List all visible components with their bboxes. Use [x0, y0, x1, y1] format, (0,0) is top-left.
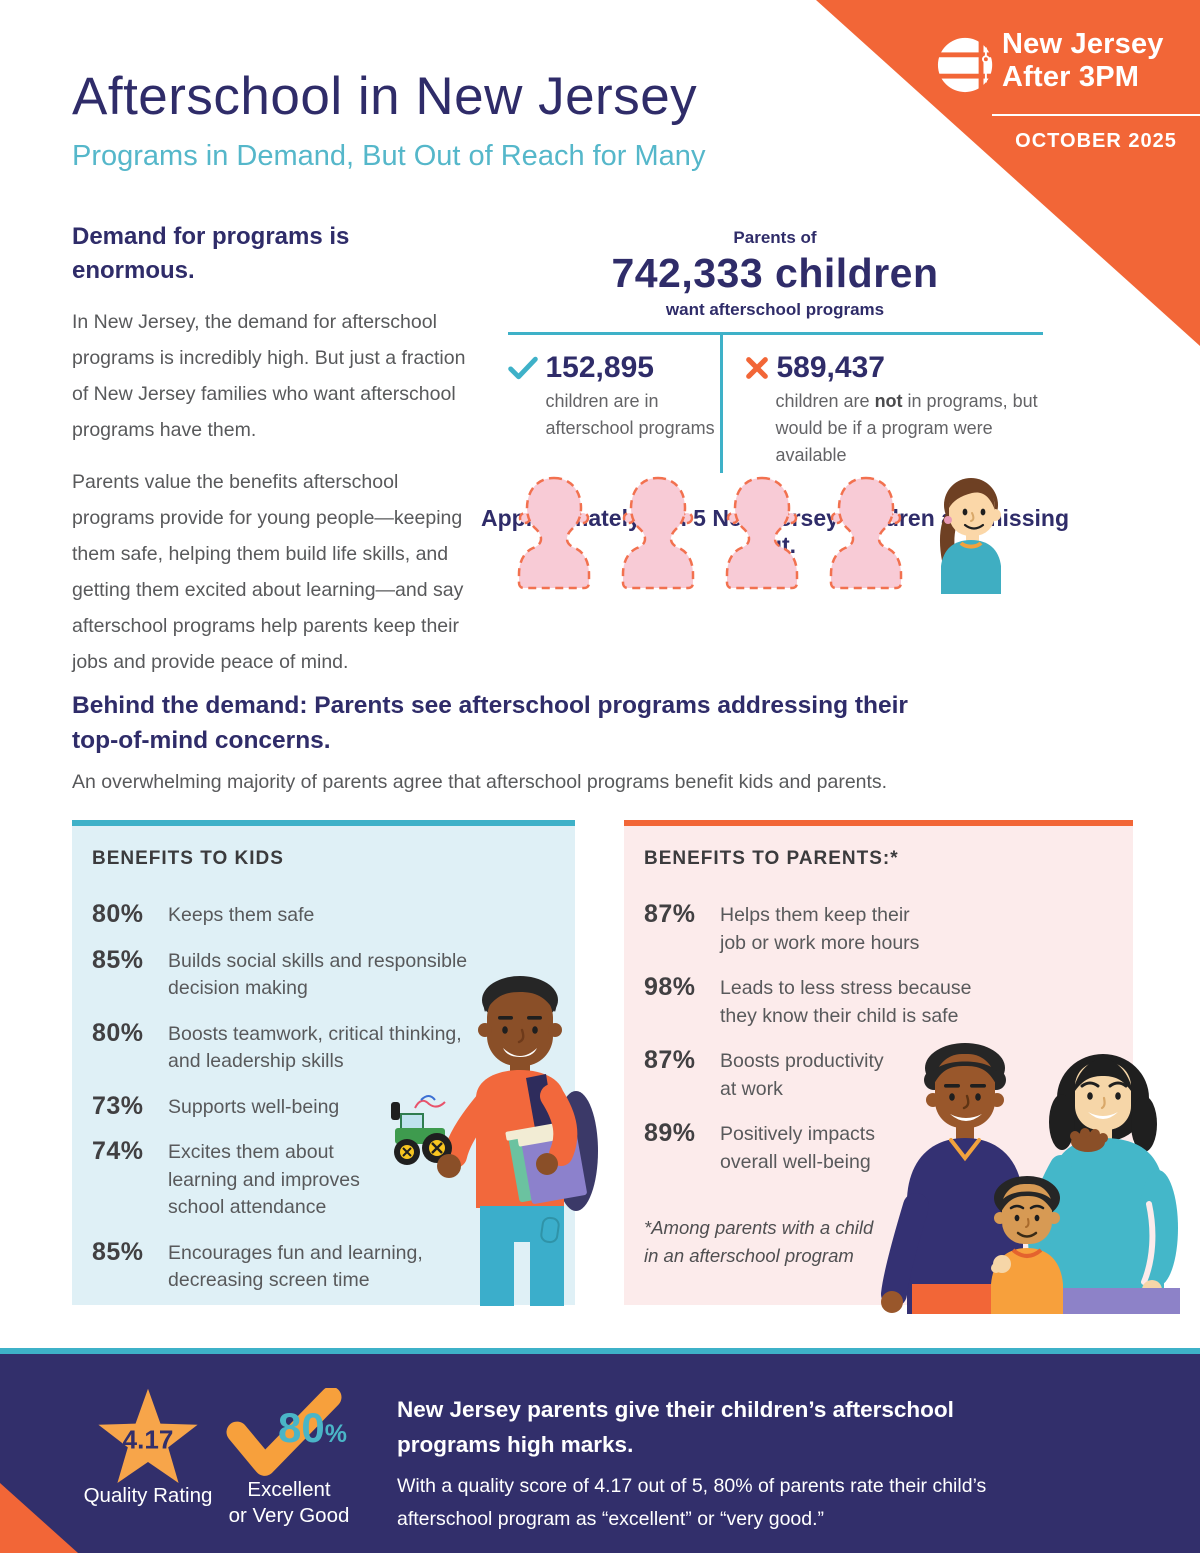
demand-heading: Demand for programs is enormous. — [72, 223, 350, 284]
page-title: Afterschool in New Jersey — [72, 67, 698, 126]
excellent-label-line1: Excellent — [247, 1478, 331, 1501]
parents-benefit-list: 87% Helps them keep their job or work mo… — [644, 900, 1113, 1176]
benefit-label: Positively impacts overall well-being — [720, 1123, 875, 1173]
stats-divider-horizontal — [507, 332, 1043, 335]
quality-score: 4.17 — [123, 1425, 174, 1455]
stat-in-programs: 152,895 children are in afterschool prog… — [507, 335, 720, 473]
stat-value: 589,437 — [776, 351, 885, 384]
stats-pre-text: Parents of — [733, 228, 817, 247]
benefit-label: Keeps them safe — [168, 904, 315, 926]
demand-section: Demand for programs is enormous. In New … — [72, 220, 474, 680]
logo-text: New Jersey After 3PM — [1002, 28, 1164, 94]
nj-after3pm-logo-icon — [936, 37, 998, 93]
benefit-item: 87% Helps them keep their job or work mo… — [644, 900, 1113, 957]
logo-divider — [992, 114, 1200, 116]
excellent-rating-figure: 80% — [224, 1388, 374, 1480]
benefit-percent: 80% — [92, 1018, 144, 1047]
excellent-label-line2: or Very Good — [228, 1504, 350, 1527]
logo-line1: New Jersey — [1002, 28, 1164, 60]
benefit-item: 85% Builds social skills and responsible… — [92, 946, 555, 1003]
benefit-item: 80% Boosts teamwork, critical thinking, … — [92, 1019, 555, 1076]
logo-block: New Jersey After 3PM OCTOBER 2025 — [936, 28, 1200, 153]
stats-post-text: want afterschool programs — [665, 300, 885, 319]
behind-subtext: An overwhelming majority of parents agre… — [72, 771, 888, 793]
dashed-child-silhouette-icon — [725, 476, 799, 590]
benefit-percent: 98% — [644, 973, 696, 1001]
excellent-percent-value: 80 — [278, 1404, 325, 1451]
stat-not-in-programs: 589,437 children are not in programs, bu… — [719, 335, 1043, 473]
parents-card-footnote: *Among parents with a child in an afters… — [644, 1217, 874, 1266]
benefit-label: Builds social skills and responsible dec… — [168, 949, 468, 1000]
benefit-label: Leads to less stress because they know t… — [720, 977, 972, 1027]
quality-rating-label: Quality Rating — [83, 1484, 213, 1507]
benefit-percent: 87% — [644, 1046, 696, 1074]
benefit-label: Excites them about learning and improves… — [168, 1141, 360, 1218]
stat-number-row: 152,895 — [507, 351, 720, 385]
footer-heading: New Jersey parents give their children’s… — [397, 1397, 954, 1457]
caption-bold: not — [874, 391, 903, 411]
benefit-item: 73% Supports well-being — [92, 1092, 555, 1122]
excellent-percent: 80% — [278, 1404, 347, 1452]
behind-demand-section: Behind the demand: Parents see afterscho… — [72, 688, 992, 794]
benefit-item: 87% Boosts productivity at work — [644, 1046, 1113, 1103]
benefit-label: Supports well-being — [168, 1095, 340, 1118]
dashed-child-silhouette-icon — [621, 476, 695, 590]
benefit-label: Boosts productivity at work — [720, 1050, 884, 1100]
benefit-label: Encourages fun and learning, decreasing … — [168, 1241, 423, 1292]
benefit-percent: 73% — [92, 1091, 144, 1120]
benefit-item: 80% Keeps them safe — [92, 900, 555, 930]
logo-line2: After 3PM — [1002, 61, 1140, 93]
stat-caption: children are in afterschool programs — [545, 391, 715, 438]
family-illustration — [881, 1043, 1180, 1314]
boy-with-books-and-robot-illustration — [391, 976, 598, 1306]
benefit-label: Boosts teamwork, critical thinking, and … — [168, 1022, 462, 1073]
girl-illustration — [939, 478, 1001, 594]
caption-prefix: children are — [775, 391, 875, 411]
caption-suffix: in programs, but would be if a program w… — [775, 391, 1038, 465]
four-in-five-figure — [512, 472, 1012, 596]
footer-band — [0, 1354, 1200, 1553]
benefit-percent: 74% — [92, 1137, 144, 1165]
dashed-child-silhouette-icon — [517, 476, 591, 590]
excellent-rating-label: Excellent or Very Good — [214, 1477, 364, 1529]
stat-caption: children are not in programs, but would … — [745, 388, 1043, 469]
benefit-percent: 89% — [644, 1119, 696, 1147]
benefit-percent: 87% — [644, 900, 696, 928]
checkmark-icon — [507, 356, 538, 380]
footer-text-block: New Jersey parents give their children’s… — [397, 1392, 1097, 1536]
issue-date: OCTOBER 2025 — [1015, 130, 1177, 152]
quality-rating-star: 4.17 — [98, 1388, 198, 1483]
checkmark-icon — [226, 1388, 342, 1476]
stats-columns: 152,895 children are in afterschool prog… — [507, 335, 1043, 473]
footer-body: With a quality score of 4.17 out of 5, 8… — [397, 1475, 987, 1530]
stat-number-row: 589,437 — [745, 351, 1043, 385]
logo-row: New Jersey After 3PM — [936, 28, 1200, 96]
kids-card-heading: BENEFITS TO KIDS — [92, 848, 284, 869]
parents-card-heading: BENEFITS TO PARENTS:* — [644, 848, 899, 869]
benefit-percent: 85% — [92, 1237, 144, 1266]
kids-benefit-list: 80% Keeps them safe 85% Builds social sk… — [92, 900, 555, 1295]
demand-paragraph-2: Parents value the benefits afterschool p… — [72, 471, 464, 673]
benefits-to-kids-card: BENEFITS TO KIDS 80% Keeps them safe 85%… — [72, 820, 575, 1305]
benefit-item: 98% Leads to less stress because they kn… — [644, 973, 1113, 1030]
x-mark-icon — [745, 357, 768, 379]
benefit-percent: 85% — [92, 945, 144, 974]
footer-teal-rule — [0, 1348, 1200, 1354]
percent-sign: % — [324, 1420, 347, 1448]
page-subtitle: Programs in Demand, But Out of Reach for… — [72, 140, 706, 172]
benefit-item: 85% Encourages fun and learning, decreas… — [92, 1238, 555, 1295]
demand-paragraph-1: In New Jersey, the demand for afterschoo… — [72, 311, 466, 441]
benefit-item: 74% Excites them about learning and impr… — [92, 1137, 555, 1222]
benefit-item: 89% Positively impacts overall well-bein… — [644, 1119, 1113, 1176]
behind-heading: Behind the demand: Parents see afterscho… — [72, 692, 908, 754]
stat-value: 152,895 — [545, 351, 654, 384]
stats-big-number: 742,333 children — [611, 250, 939, 296]
dashed-child-silhouette-icon — [829, 476, 903, 590]
benefit-percent: 80% — [92, 900, 144, 928]
benefit-label: Helps them keep their job or work more h… — [720, 904, 920, 954]
